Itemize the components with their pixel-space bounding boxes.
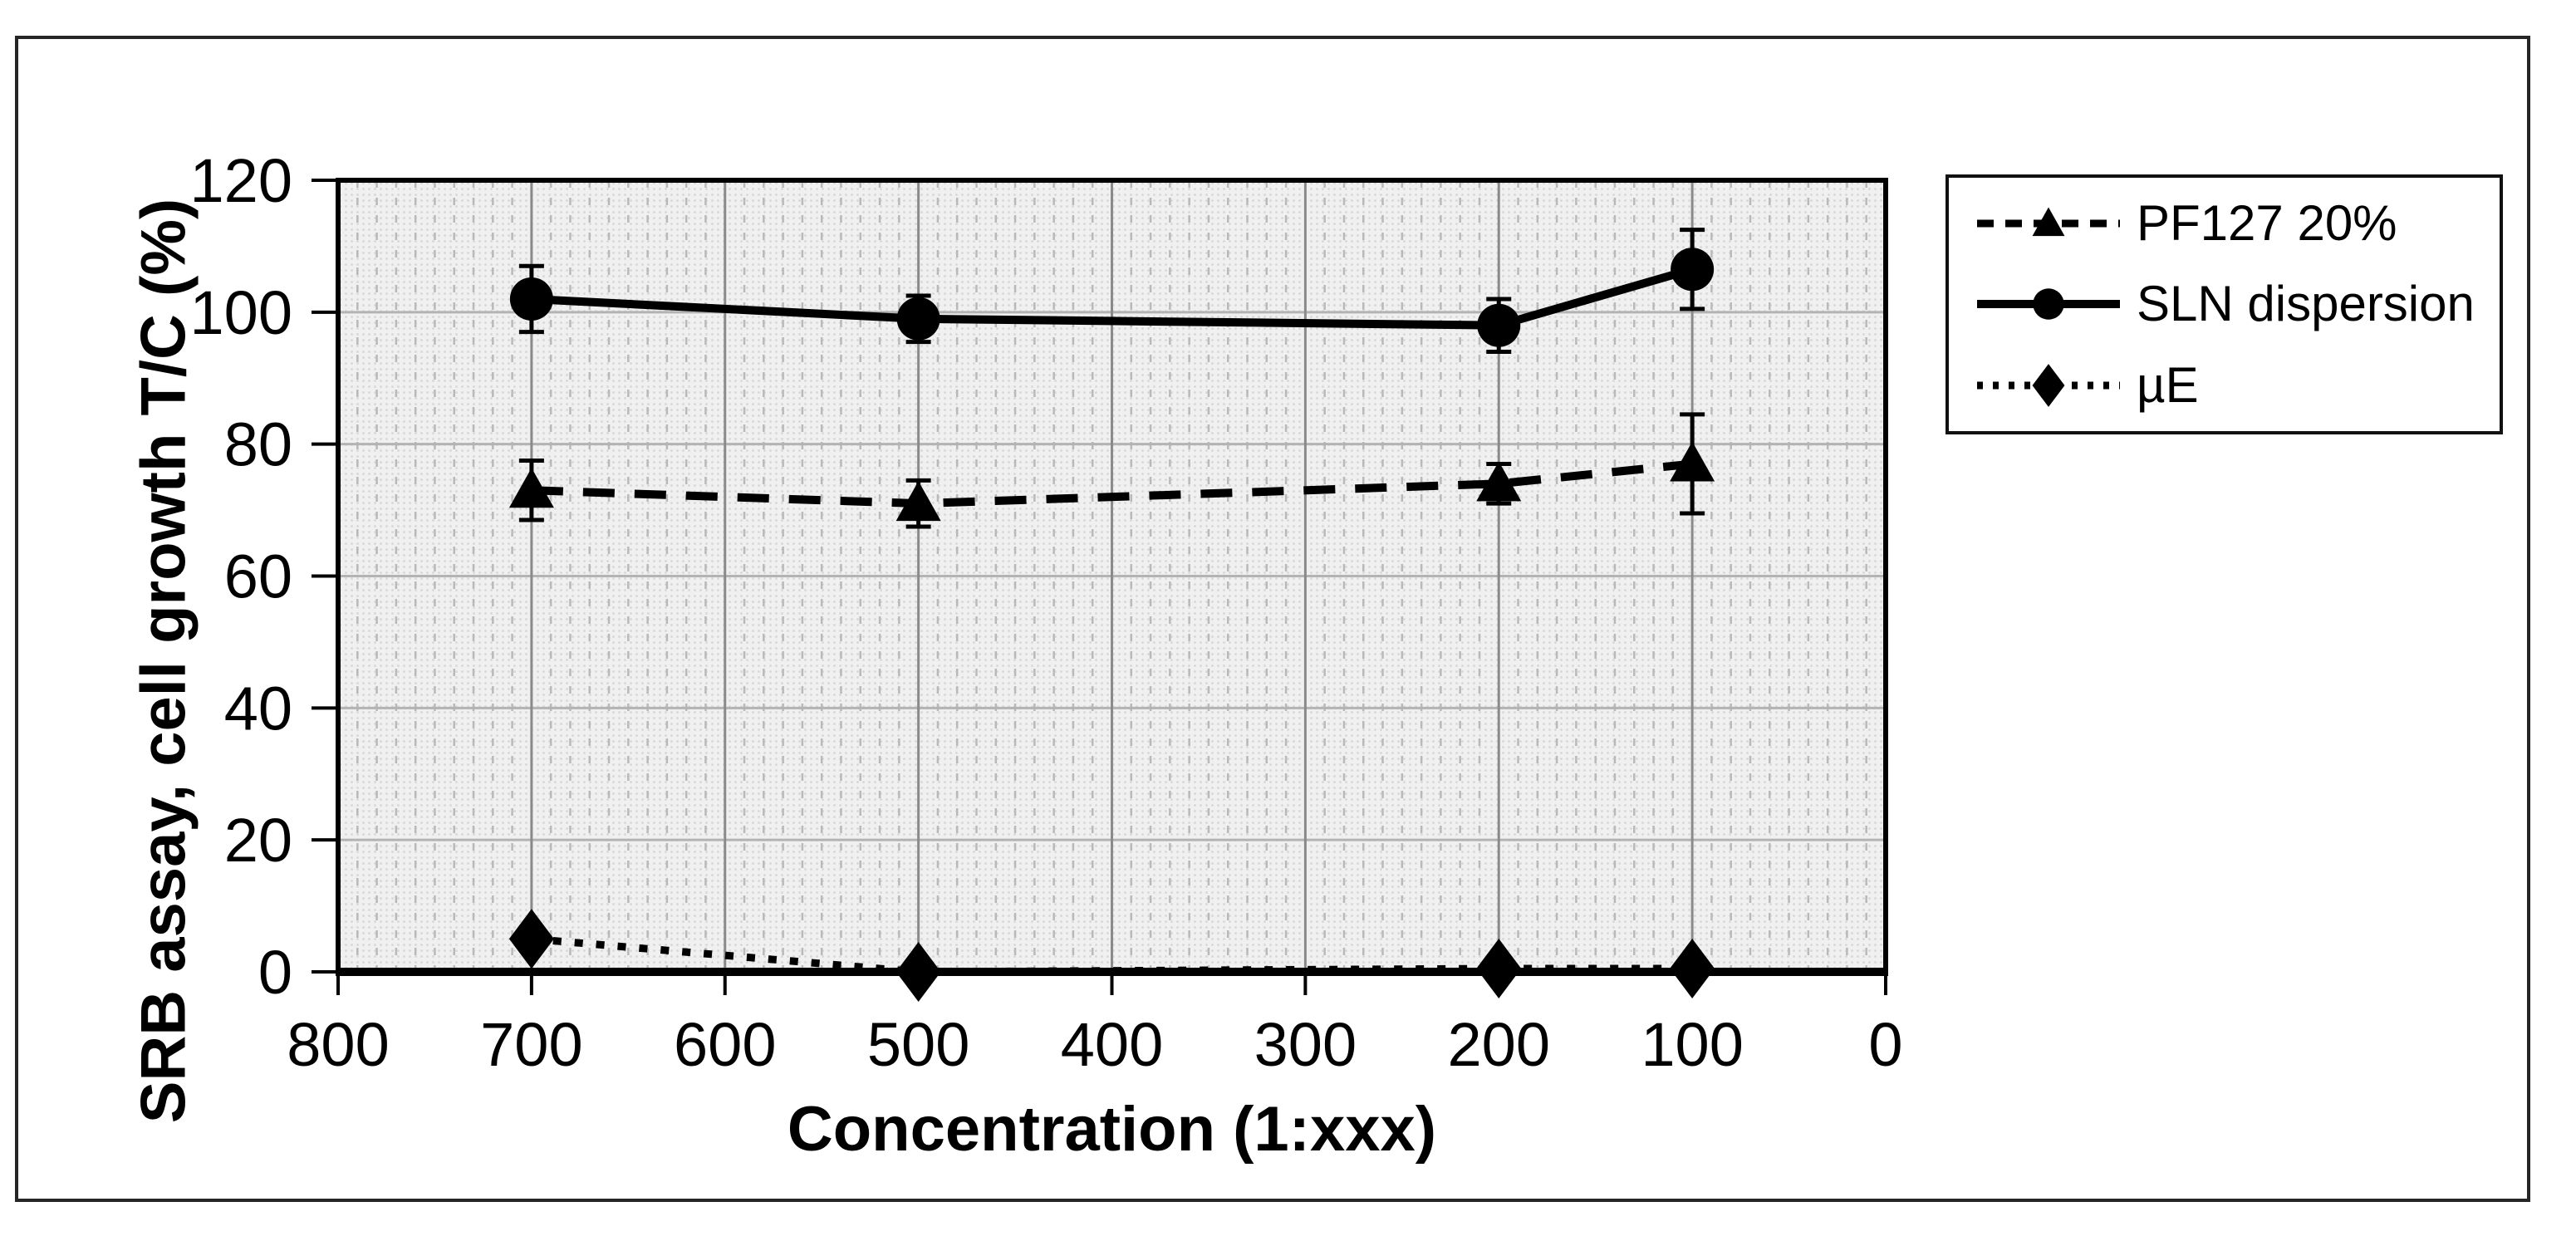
circle-marker — [1671, 248, 1715, 292]
tick-labels: 800 700 600 500 400 300 200 100 0 0 20 40 60 80 100 120 — [190, 146, 1903, 1079]
triangle-marker — [1670, 441, 1715, 482]
y-tick-label: 100 — [190, 278, 292, 347]
x-tick-label: 700 — [480, 1010, 582, 1079]
x-tick-label: 500 — [867, 1010, 969, 1079]
x-tick-label: 0 — [1868, 1010, 1902, 1079]
series-line — [531, 459, 1693, 508]
y-tick-label: 20 — [224, 806, 292, 875]
y-axis-title: SRB assay, cell growth T/C (%) — [128, 198, 199, 1124]
diamond-marker — [508, 909, 554, 969]
triangle-marker — [895, 481, 941, 522]
y-tick-label: 60 — [224, 542, 292, 611]
legend-label: SLN dispersion — [2137, 276, 2475, 332]
x-tick-label: 800 — [287, 1010, 389, 1079]
legend-box: PF127 20% SLN dispersion µE — [1945, 174, 2503, 434]
legend-sample-dotted-diamond-icon — [1977, 364, 2120, 408]
legend-sample-solid-circle-icon — [1977, 288, 2120, 321]
series-line — [531, 265, 1694, 330]
circle-marker — [2033, 288, 2064, 321]
x-tick-label: 200 — [1448, 1010, 1550, 1079]
triangle-marker — [1476, 461, 1522, 502]
x-tick-label: 100 — [1641, 1010, 1743, 1079]
y-tick-label: 120 — [190, 146, 292, 215]
legend-item-ue: µE — [1974, 356, 2500, 414]
y-tick-label: 40 — [224, 674, 292, 743]
legend-label: PF127 20% — [2137, 194, 2397, 251]
x-axis-title: Concentration (1:xxx) — [787, 1094, 1437, 1165]
diamond-marker — [2032, 364, 2065, 408]
legend-item-pf127: PF127 20% — [1974, 194, 2500, 253]
series-0 — [508, 412, 1715, 529]
x-tick-label: 600 — [674, 1010, 776, 1079]
x-tick-label: 300 — [1254, 1010, 1357, 1079]
circle-marker — [1477, 303, 1521, 347]
legend-label: µE — [2137, 357, 2199, 414]
y-tick-label: 80 — [224, 410, 292, 479]
x-tick-label: 400 — [1061, 1010, 1163, 1079]
triangle-marker — [2032, 207, 2065, 236]
legend-item-sln: SLN dispersion — [1974, 275, 2500, 333]
legend-sample-dashed-triangle-icon — [1977, 207, 2120, 236]
y-tick-label: 0 — [258, 938, 292, 1007]
axis-ticks — [312, 179, 1887, 995]
circle-marker — [509, 277, 553, 321]
series-1 — [509, 228, 1715, 354]
triangle-marker — [508, 468, 554, 508]
circle-marker — [896, 297, 940, 341]
